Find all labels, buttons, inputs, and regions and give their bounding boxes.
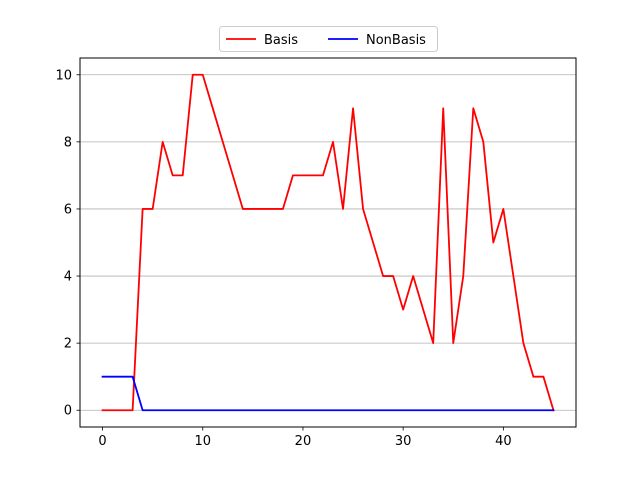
xtick-label-10: 10 — [194, 434, 211, 449]
axis-ticks: 0 2 4 6 8 10 0 10 20 30 40 — [55, 68, 511, 449]
xtick-label-40: 40 — [495, 434, 512, 449]
legend-label-nonbasis: NonBasis — [366, 33, 426, 48]
series-line-nonbasis — [101, 375, 555, 412]
ytick-label-8: 8 — [64, 135, 72, 150]
ytick-label-2: 2 — [64, 337, 72, 352]
series-lines — [101, 73, 555, 412]
xtick-label-30: 30 — [395, 434, 412, 449]
plot-frame — [79, 57, 577, 428]
legend: Basis NonBasis — [219, 26, 438, 52]
xtick-label-0: 0 — [98, 434, 106, 449]
ytick-label-10: 10 — [55, 68, 72, 83]
ytick-label-4: 4 — [64, 270, 72, 285]
ytick-label-6: 6 — [64, 202, 72, 217]
ytick-label-0: 0 — [64, 404, 72, 419]
xtick-label-20: 20 — [295, 434, 312, 449]
legend-label-basis: Basis — [264, 33, 298, 48]
series-line-basis — [101, 73, 555, 412]
